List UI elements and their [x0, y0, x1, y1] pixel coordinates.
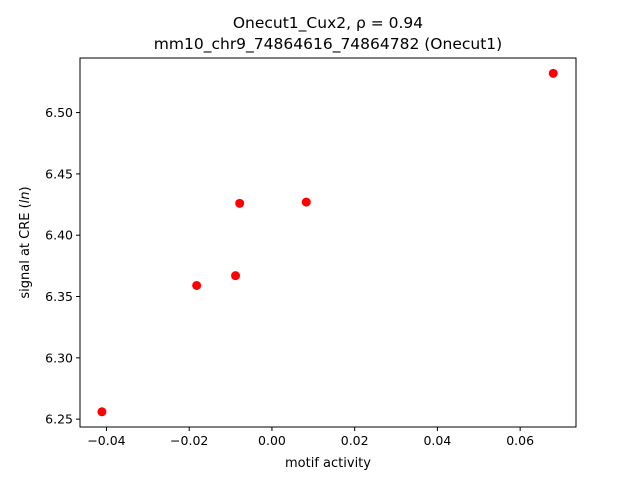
- chart-title-line-2: mm10_chr9_74864616_74864782 (Onecut1): [154, 35, 502, 54]
- y-tick-label: 6.45: [45, 166, 73, 181]
- x-tick-label: −0.04: [87, 433, 125, 448]
- y-tick-label: 6.50: [45, 105, 73, 120]
- x-axis-label: motif activity: [285, 456, 371, 471]
- y-axis-label-prefix: signal at CRE (: [18, 203, 33, 298]
- data-point: [192, 280, 202, 290]
- x-tick-label: −0.02: [170, 433, 208, 448]
- y-tick-label: 6.35: [45, 289, 73, 304]
- data-point: [97, 407, 107, 417]
- y-axis: 6.25 6.30 6.35 6.40 6.45 6.50: [45, 105, 80, 427]
- data-point: [231, 271, 241, 281]
- x-tick-label: 0.02: [341, 433, 369, 448]
- x-tick-label: 0.06: [506, 433, 534, 448]
- x-tick-label: 0.00: [258, 433, 286, 448]
- data-point: [235, 198, 245, 208]
- y-axis-label: signal at CRE (ln): [18, 186, 33, 298]
- y-tick-label: 6.30: [45, 350, 73, 365]
- plot-area: [79, 57, 577, 428]
- y-tick-label: 6.40: [45, 228, 73, 243]
- data-points: [97, 68, 558, 417]
- axes-frame: [79, 57, 577, 428]
- x-tick-label: 0.04: [423, 433, 451, 448]
- chart-title-line-1: Onecut1_Cux2, ρ = 0.94: [233, 14, 423, 33]
- data-point: [301, 197, 311, 207]
- y-tick-label: 6.25: [45, 412, 73, 427]
- y-axis-label-suffix: ): [18, 186, 33, 191]
- x-axis: −0.04 −0.02 0.00 0.02 0.04 0.06: [87, 427, 534, 448]
- data-point: [548, 68, 558, 78]
- y-axis-label-italic: ln: [18, 191, 33, 203]
